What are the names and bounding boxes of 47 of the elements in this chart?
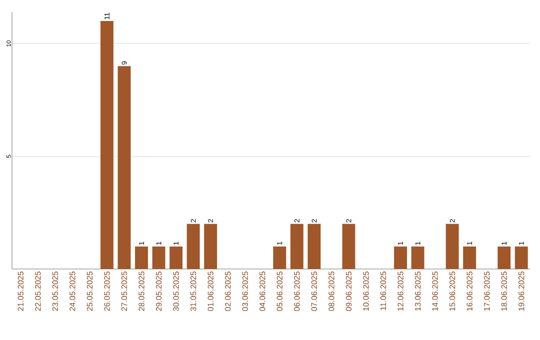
bar xyxy=(498,246,511,269)
x-tick-label: 05.06.2025 xyxy=(276,272,282,311)
x-tick-label: 13.06.2025 xyxy=(414,272,421,311)
bar xyxy=(394,246,407,269)
x-tick-label: 09.06.2025 xyxy=(346,272,352,311)
x-tick-label: 18.06.2025 xyxy=(501,272,507,311)
bar xyxy=(342,224,356,269)
x-tick-label: 01.06.2025 xyxy=(208,272,214,311)
bar xyxy=(514,246,528,269)
x-tick-label: 24.05.2025 xyxy=(70,272,76,311)
bar xyxy=(170,246,183,269)
x-tick-label: 03.06.2025 xyxy=(242,272,248,311)
x-tick-label: 17.06.2025 xyxy=(484,272,490,311)
x-tick-label: 25.05.2025 xyxy=(86,272,93,311)
x-tick-label: 21.05.2025 xyxy=(18,272,24,311)
x-tick-label: 07.06.2025 xyxy=(311,272,317,311)
bar xyxy=(411,246,424,269)
x-tick-label: 23.05.2025 xyxy=(52,272,58,311)
bar xyxy=(100,21,114,269)
bar xyxy=(308,224,321,269)
x-tick-label: 10.06.2025 xyxy=(363,272,369,311)
bar xyxy=(152,246,166,269)
x-tick-label: 29.05.2025 xyxy=(156,272,162,311)
x-tick-label: 28.05.2025 xyxy=(138,272,144,311)
x-tick-label: 04.06.2025 xyxy=(260,272,266,311)
x-tick-label: 08.06.2025 xyxy=(328,272,334,311)
x-tick-label: 14.06.2025 xyxy=(432,272,438,311)
bar xyxy=(186,224,200,269)
bar xyxy=(118,66,131,269)
bar xyxy=(290,224,304,269)
x-tick-label: 30.05.2025 xyxy=(173,272,179,311)
x-tick-label: 19.06.2025 xyxy=(518,272,524,311)
x-tick-label: 12.06.2025 xyxy=(398,272,404,311)
x-tick-label: 31.05.2025 xyxy=(190,272,196,311)
x-tick-label: 22.05.2025 xyxy=(35,272,41,311)
bar xyxy=(273,246,286,269)
bar xyxy=(204,224,218,269)
x-tick-label: 16.06.2025 xyxy=(466,272,472,311)
bar xyxy=(135,246,148,269)
x-tick-label: 26.05.2025 xyxy=(104,272,110,311)
bar xyxy=(446,224,459,269)
bar xyxy=(463,246,476,269)
x-tick-label: 27.05.2025 xyxy=(121,272,128,311)
x-tick-label: 15.06.2025 xyxy=(449,272,456,311)
x-tick-label: 11.06.2025 xyxy=(380,272,386,310)
x-tick-label: 02.06.2025 xyxy=(225,272,231,311)
x-tick-label: 06.06.2025 xyxy=(294,272,300,311)
